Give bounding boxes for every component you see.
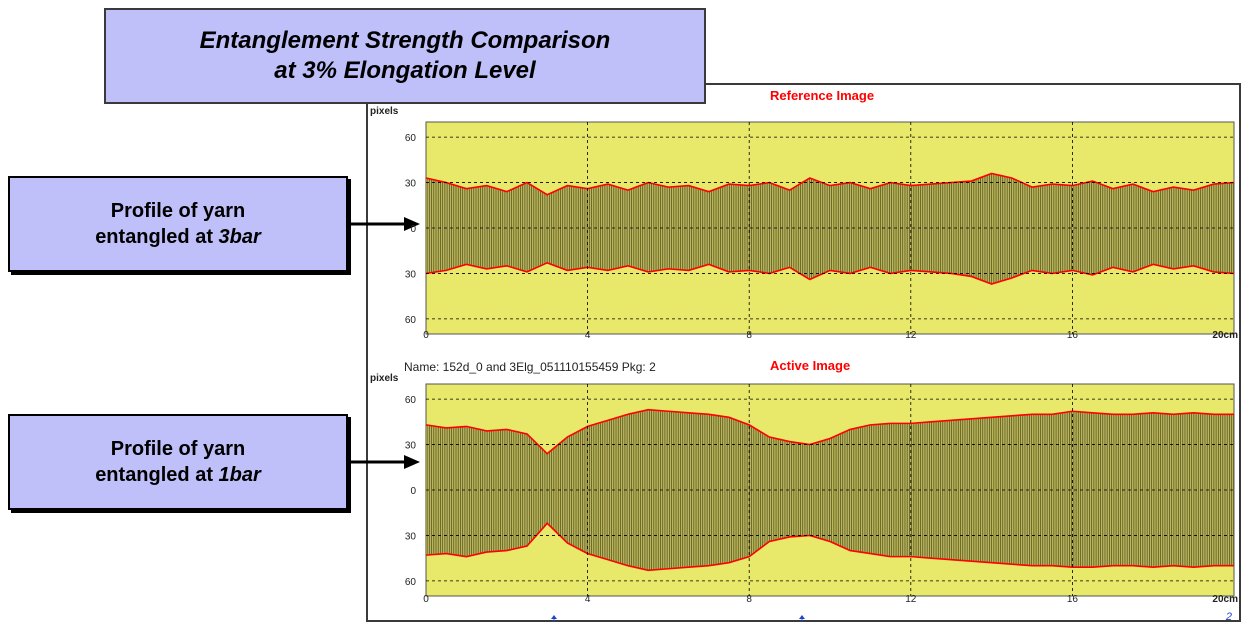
act-series-lower-line [425, 522, 1234, 572]
slide-title-box: Entanglement Strength Comparison at 3% E… [104, 8, 706, 104]
act-y-tick-label: 30 [405, 441, 417, 452]
active-profile-chart: 60 30 0 30 60 0 4 8 12 16 20cm pixels 2 [370, 373, 1238, 622]
callout-3bar-emphasis: 3bar [218, 226, 261, 248]
act-x-tick-label: 4 [585, 594, 591, 605]
up-arrow-icon [551, 615, 557, 622]
act-x-tick-label: 0 [423, 594, 429, 605]
act-y-tick-label: 60 [405, 395, 417, 406]
callout-3bar-line-2: entangled at 3bar [95, 224, 261, 250]
ref-x-tick-label: 16 [1067, 330, 1079, 341]
act-y-tick-label: 30 [405, 531, 417, 542]
callout-1bar: Profile of yarn entangled at 1bar [8, 414, 348, 510]
arrow-right-icon [348, 217, 420, 231]
ref-y-tick-label: 0 [410, 224, 416, 235]
callout-3bar: Profile of yarn entangled at 3bar [8, 176, 348, 272]
reference-profile-chart: 60 30 0 30 60 0 4 8 12 16 20cm pixels [370, 106, 1238, 341]
reference-image-title: Reference Image [770, 88, 875, 103]
ref-y-tick-label: 60 [405, 133, 417, 144]
act-x-tick-label: 12 [905, 594, 917, 605]
ref-x-tick-label: 0 [423, 330, 429, 341]
ref-x-tick-label: 8 [746, 330, 752, 341]
slide-title-line-1: Entanglement Strength Comparison [199, 27, 611, 54]
ref-series-upper-line [425, 172, 1235, 196]
sample-info: Name: 152d_0 and 3Elg_051110155459 Pkg: … [404, 360, 656, 374]
callout-1bar-emphasis: 1bar [218, 464, 261, 486]
act-x-tick-label: 20cm [1212, 594, 1238, 605]
callout-1bar-prefix: entangled at [95, 464, 219, 486]
act-series-upper-line [425, 408, 1234, 455]
active-image-title: Active Image [770, 358, 851, 373]
ref-y-tick-label: 30 [405, 269, 417, 280]
page-number: 2 [1225, 611, 1232, 622]
act-y-axis-label: pixels [370, 373, 399, 384]
callout-1bar-line-2: entangled at 1bar [95, 462, 261, 488]
ref-y-tick-label: 30 [405, 179, 417, 190]
up-arrow-icon [799, 615, 805, 622]
ref-y-axis-label: pixels [370, 106, 399, 117]
ref-x-tick-label: 4 [585, 330, 591, 341]
ref-profile-hatching [425, 173, 1234, 284]
ref-x-tick-label: 12 [905, 330, 917, 341]
ref-y-tick-label: 60 [405, 315, 417, 326]
slide-title-line-2: at 3% Elongation Level [274, 57, 536, 84]
act-y-tick-label: 0 [410, 486, 416, 497]
act-x-tick-label: 16 [1067, 594, 1079, 605]
callout-3bar-line-1: Profile of yarn [110, 200, 246, 222]
ref-x-tick-label: 20cm [1212, 330, 1238, 341]
act-x-tick-label: 8 [746, 594, 752, 605]
ref-series-lower-line [425, 261, 1235, 285]
arrow-right-icon [348, 455, 420, 469]
callout-1bar-line-1: Profile of yarn [110, 438, 246, 460]
callout-3bar-prefix: entangled at [95, 226, 219, 248]
act-y-tick-label: 60 [405, 577, 417, 588]
